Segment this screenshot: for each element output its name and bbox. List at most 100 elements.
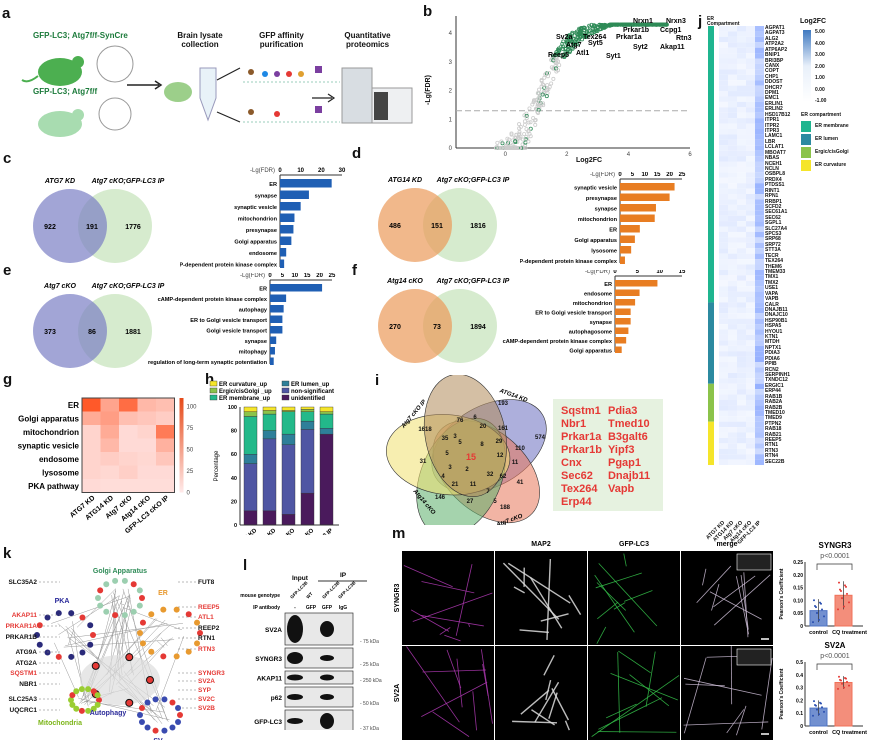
heat-cell bbox=[728, 91, 737, 97]
heat-cell bbox=[82, 425, 101, 439]
heat-cell bbox=[755, 394, 764, 400]
heat-cell bbox=[719, 372, 728, 379]
category-label: endosome bbox=[249, 251, 277, 257]
data-point bbox=[531, 100, 536, 105]
heat-cell bbox=[719, 107, 728, 113]
gene-name: Pgap1 bbox=[607, 457, 641, 469]
heat-cell bbox=[746, 372, 755, 379]
y-tick-label: 40 bbox=[231, 476, 237, 482]
heat-cell bbox=[737, 302, 746, 308]
genotype-label: GFP-LC3B bbox=[337, 580, 357, 600]
heat-cell bbox=[728, 47, 737, 54]
blot-protein-label: SV2A bbox=[265, 627, 282, 634]
heat-cell bbox=[728, 297, 737, 303]
micrograph-panel bbox=[495, 646, 587, 740]
network-edge bbox=[65, 623, 168, 646]
heat-cell bbox=[755, 324, 764, 330]
heat-cell bbox=[719, 437, 728, 444]
legend-swatch bbox=[209, 380, 218, 387]
heat-cell bbox=[737, 96, 746, 102]
j-header: ER Compartment bbox=[707, 16, 740, 27]
heat-cell bbox=[100, 438, 119, 452]
venn-count: 29 bbox=[496, 439, 503, 445]
data-point bbox=[818, 618, 820, 621]
heat-cell bbox=[746, 329, 755, 335]
colorbar-tick: 5.00 bbox=[815, 29, 825, 35]
heat-cell bbox=[746, 85, 755, 92]
neurite bbox=[713, 574, 771, 626]
neurite bbox=[456, 658, 463, 708]
data-point bbox=[607, 23, 612, 28]
data-point bbox=[812, 621, 814, 624]
heat-cell bbox=[746, 161, 755, 167]
heat-cell bbox=[746, 275, 755, 281]
data-point bbox=[582, 27, 587, 32]
heat-cell bbox=[746, 405, 755, 411]
heat-cell bbox=[737, 123, 746, 129]
data-point bbox=[540, 101, 545, 106]
data-point bbox=[839, 588, 841, 591]
venn-count-right: 1816 bbox=[470, 223, 486, 230]
gene-label: DNAJC10 bbox=[765, 312, 788, 319]
x-tick-label: 4 bbox=[627, 152, 631, 158]
neurite bbox=[743, 572, 749, 638]
network-node bbox=[55, 653, 62, 660]
heat-cell bbox=[746, 345, 755, 352]
gene-label: ATP2A2 bbox=[765, 41, 784, 48]
heat-cell bbox=[737, 221, 746, 227]
heat-cell bbox=[755, 139, 764, 146]
data-point bbox=[848, 601, 850, 604]
venn-count: 3 bbox=[453, 434, 457, 440]
heat-cell bbox=[728, 280, 737, 287]
heat-cell bbox=[755, 156, 764, 162]
data-point bbox=[664, 22, 669, 27]
gene-list-col2: Pdia3 Tmed10 B3galt6 Yipf3 Pgap1 Dnajb11 Vapb bbox=[608, 405, 650, 505]
heat-cell bbox=[728, 128, 737, 135]
network-node bbox=[73, 688, 80, 695]
bar-segment bbox=[300, 492, 315, 526]
neurite bbox=[480, 649, 493, 724]
network-edge bbox=[58, 595, 120, 635]
heat-cell bbox=[719, 454, 728, 460]
bar bbox=[620, 183, 675, 191]
gene-label: ITPR1 bbox=[765, 117, 780, 124]
heat-cell bbox=[737, 145, 746, 151]
data-point bbox=[522, 132, 527, 137]
heat-cell bbox=[156, 452, 175, 466]
data-point bbox=[513, 139, 518, 144]
bar-segment bbox=[281, 411, 296, 435]
gene-label: RAB18 bbox=[765, 426, 782, 433]
heat-cell bbox=[82, 479, 101, 493]
row-label: PKA pathway bbox=[28, 482, 79, 491]
venn-count-overlap: 73 bbox=[433, 324, 441, 331]
heat-cell bbox=[719, 183, 728, 189]
category-label: cAMP-dependent protein kinase complex bbox=[503, 339, 613, 345]
data-point bbox=[578, 30, 583, 35]
network-node bbox=[152, 727, 159, 734]
neurite bbox=[534, 681, 560, 723]
row-label: lysosome bbox=[42, 468, 79, 477]
venn-count: 5 bbox=[493, 499, 497, 505]
gene-label: PRDX4 bbox=[765, 176, 782, 183]
heat-cell bbox=[755, 351, 764, 357]
venn-count: 146 bbox=[435, 495, 446, 501]
heat-cell bbox=[746, 36, 755, 43]
heat-cell bbox=[755, 91, 764, 97]
data-point bbox=[528, 134, 533, 139]
x-axis-label: -Lg(FDR) bbox=[590, 172, 615, 178]
step-quantitative-proteomics: Quantitative proteomics bbox=[344, 31, 391, 49]
data-point bbox=[812, 714, 814, 717]
category-label: ER to Golgi vesicle transport bbox=[535, 310, 612, 316]
neurite bbox=[624, 590, 653, 602]
neurite bbox=[406, 646, 460, 723]
gene-label: TMEM33 bbox=[765, 268, 786, 275]
venn-svg: Atg14 cKO Atg7 cKO;GFP-LC3 IP 270 73 1894 bbox=[378, 278, 510, 363]
gene-label: EMC1 bbox=[765, 95, 779, 102]
gene-label: NBAS bbox=[765, 155, 780, 162]
heat-cell bbox=[755, 53, 764, 59]
volcano-xlabel: Log2FC bbox=[576, 157, 603, 164]
legend-label: Ergic/cisGolgi _up bbox=[219, 389, 272, 395]
heat-cell bbox=[737, 443, 746, 449]
legend-label: ER membrane_up bbox=[219, 396, 270, 402]
network-node bbox=[136, 587, 143, 594]
